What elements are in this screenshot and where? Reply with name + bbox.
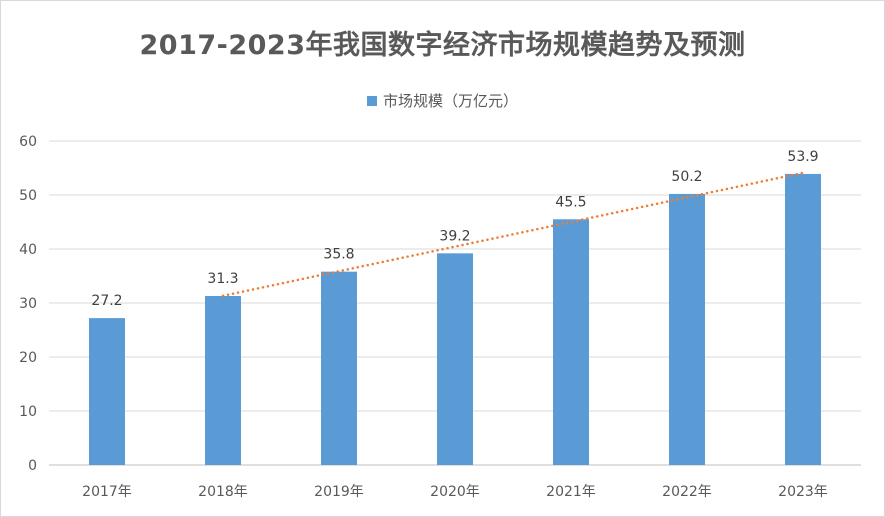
chart-title: 2017-2023年我国数字经济市场规模趋势及预测	[139, 30, 746, 61]
x-tick-label: 2023年	[778, 484, 828, 500]
y-tick-label: 60	[19, 134, 37, 150]
legend: 市场规模（万亿元）	[1, 90, 884, 111]
y-axis-ticks: 0 10 20 30 40 50 60	[19, 134, 37, 474]
x-tick-label: 2021年	[546, 484, 596, 500]
y-tick-label: 40	[19, 242, 37, 258]
x-axis-ticks: 2017年 2018年 2019年 2020年 2021年 2022年 2023年	[82, 484, 828, 500]
data-label: 39.2	[439, 228, 470, 244]
bar	[89, 318, 125, 465]
y-tick-label: 0	[28, 458, 37, 474]
data-label: 31.3	[207, 271, 238, 287]
data-labels: 27.2 31.3 35.8 39.2 45.5 50.2 53.9	[91, 149, 818, 309]
x-tick-label: 2020年	[430, 484, 480, 500]
x-tick-label: 2022年	[662, 484, 712, 500]
data-label: 35.8	[323, 247, 354, 263]
data-label: 53.9	[787, 149, 818, 165]
trendline	[221, 171, 805, 298]
x-tick-label: 2019年	[314, 484, 364, 500]
x-tick-label: 2018年	[198, 484, 248, 500]
y-tick-label: 30	[19, 296, 37, 312]
bar	[785, 173, 821, 465]
y-tick-label: 20	[19, 350, 37, 366]
bar	[669, 193, 705, 466]
y-tick-label: 10	[19, 404, 37, 420]
trendline-group	[221, 171, 805, 298]
x-tick-label: 2017年	[82, 484, 132, 500]
bar	[553, 219, 589, 465]
y-tick-label: 50	[19, 188, 37, 204]
legend-label: 市场规模（万亿元）	[382, 92, 518, 110]
bar	[321, 271, 357, 465]
data-label: 45.5	[555, 194, 586, 210]
bar	[205, 295, 241, 465]
bar	[437, 253, 473, 465]
data-label: 50.2	[671, 169, 702, 185]
bars	[89, 173, 821, 466]
data-label: 27.2	[91, 293, 122, 309]
legend-swatch	[366, 95, 377, 106]
